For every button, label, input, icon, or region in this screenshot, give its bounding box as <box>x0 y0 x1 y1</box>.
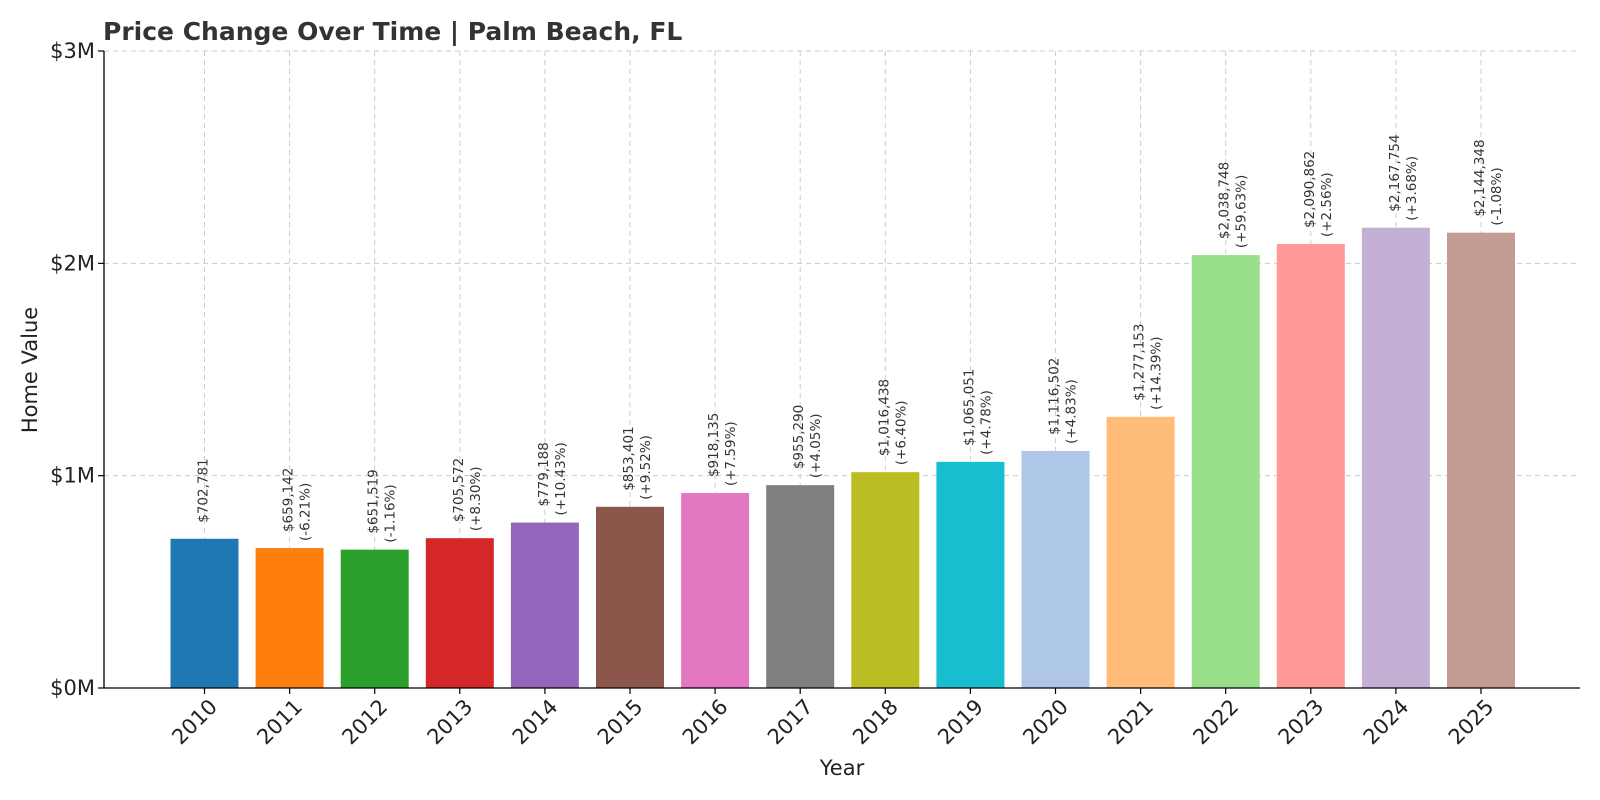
y-tick-label: $2M <box>50 251 95 275</box>
x-tick-label-2021: 2021 <box>1103 695 1158 750</box>
change-label-2011: (-6.21%) <box>298 483 314 541</box>
bar-2023 <box>1276 244 1345 689</box>
x-tick-label-2022: 2022 <box>1188 695 1243 750</box>
change-label-2014: (+10.43%) <box>553 442 569 515</box>
change-label-2020: (+4.83%) <box>1064 379 1080 444</box>
bar-2018 <box>851 472 920 688</box>
data-labels: $702,781 $659,142 (-6.21%) $651,519 (-1.16%)… <box>196 134 1506 542</box>
x-tick-label-2012: 2012 <box>337 695 392 750</box>
x-tick-label-2016: 2016 <box>678 695 733 750</box>
y-axis-label: Home Value <box>18 307 42 433</box>
bar-2021 <box>1106 416 1175 688</box>
y-tick-label: $3M <box>50 39 95 63</box>
x-tick-label-2013: 2013 <box>423 695 478 750</box>
gridlines <box>104 50 1580 689</box>
bar-2020 <box>1021 450 1090 688</box>
value-label-2010: $702,781 <box>196 458 212 522</box>
change-label-2021: (+14.39%) <box>1149 336 1165 409</box>
value-label-2019: $1,065,051 <box>961 369 977 446</box>
bar-2015 <box>596 506 664 688</box>
value-label-2014: $779,188 <box>536 442 552 506</box>
bar-2022 <box>1191 255 1260 688</box>
x-tick-label-2018: 2018 <box>848 695 903 750</box>
y-axis-ticks: $0M $1M $2M $3M <box>50 39 104 700</box>
bar-2019 <box>936 461 1005 688</box>
x-tick-label-2025: 2025 <box>1444 695 1499 750</box>
value-label-2015: $853,401 <box>621 426 637 490</box>
chart-title: Price Change Over Time | Palm Beach, FL <box>103 17 682 46</box>
value-label-2011: $659,142 <box>281 468 297 532</box>
value-label-2020: $1,116,502 <box>1047 358 1063 435</box>
change-label-2012: (-1.16%) <box>383 484 399 542</box>
change-label-2022: (+59.63%) <box>1234 175 1250 248</box>
bars <box>170 227 1515 689</box>
bar-2016 <box>681 493 750 688</box>
value-label-2022: $2,038,748 <box>1217 162 1233 239</box>
y-tick-label: $1M <box>50 464 95 488</box>
change-label-2024: (+3.68%) <box>1404 156 1420 221</box>
y-tick-label: $0M <box>50 676 95 700</box>
value-label-2023: $2,090,862 <box>1302 151 1318 228</box>
x-axis-label: Year <box>819 756 865 780</box>
change-label-2013: (+8.30%) <box>468 466 484 531</box>
x-axis-ticks: 2010 2011 2012 2013 2014 2015 2016 2017 2018 2019… <box>167 688 1499 750</box>
value-label-2024: $2,167,754 <box>1387 134 1403 211</box>
value-label-2017: $955,290 <box>791 405 807 469</box>
change-label-2016: (+7.59%) <box>723 421 739 486</box>
value-label-2025: $2,144,348 <box>1472 139 1488 216</box>
value-label-2021: $1,277,153 <box>1132 324 1148 401</box>
change-label-2015: (+9.52%) <box>638 435 654 500</box>
bar-2013 <box>425 538 494 688</box>
change-label-2025: (-1.08%) <box>1489 167 1505 225</box>
x-tick-label-2017: 2017 <box>763 695 818 750</box>
value-label-2018: $1,016,438 <box>876 379 892 456</box>
value-label-2012: $651,519 <box>366 469 382 533</box>
change-label-2023: (+2.56%) <box>1319 172 1335 237</box>
x-tick-label-2020: 2020 <box>1018 695 1073 750</box>
bar-2014 <box>510 522 579 688</box>
x-tick-label-2023: 2023 <box>1274 695 1329 750</box>
value-label-2016: $918,135 <box>706 413 722 477</box>
change-label-2017: (+4.05%) <box>808 413 824 478</box>
x-tick-label-2011: 2011 <box>252 695 307 750</box>
value-label-2013: $705,572 <box>451 458 467 522</box>
x-tick-label-2024: 2024 <box>1359 695 1414 750</box>
bar-2011 <box>255 548 324 688</box>
bar-2024 <box>1361 227 1430 688</box>
change-label-2019: (+4.78%) <box>978 390 994 455</box>
bar-2012 <box>340 549 409 688</box>
x-tick-label-2010: 2010 <box>167 695 222 750</box>
change-label-2018: (+6.40%) <box>893 400 909 465</box>
bar-2017 <box>766 485 835 688</box>
bar-2010 <box>170 538 239 688</box>
bar-2025 <box>1447 232 1515 688</box>
x-tick-label-2015: 2015 <box>593 695 648 750</box>
x-tick-label-2019: 2019 <box>933 695 988 750</box>
x-tick-label-2014: 2014 <box>508 695 563 750</box>
